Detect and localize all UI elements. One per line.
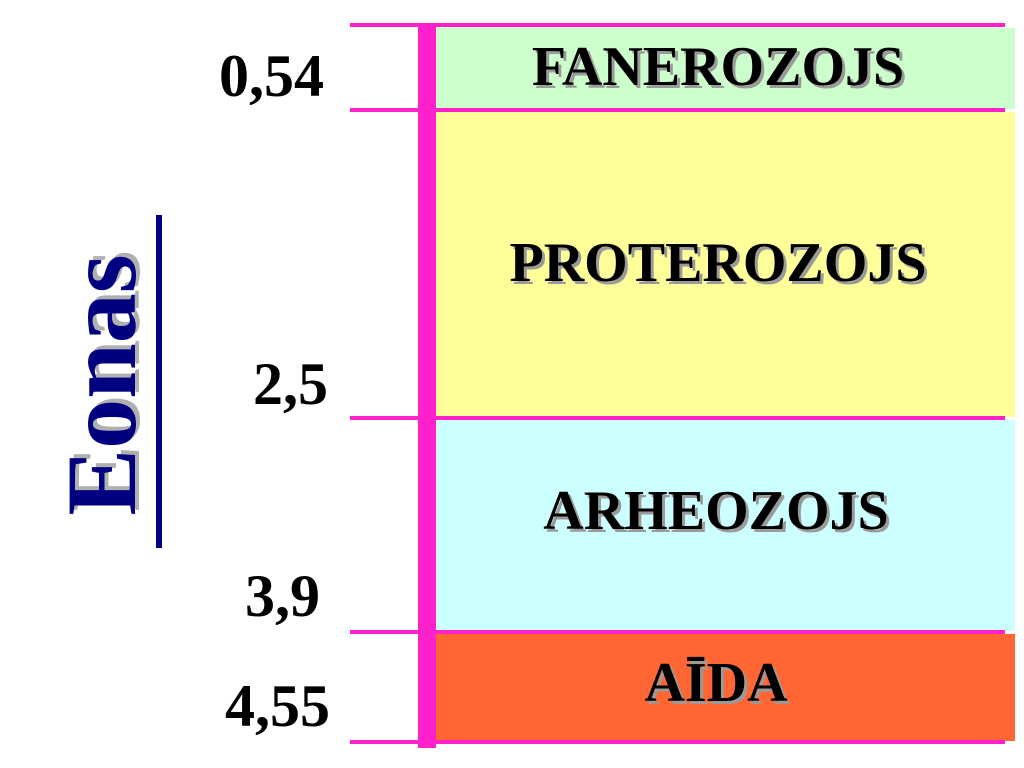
boundary-label: 0,54 <box>219 43 324 109</box>
eon-block <box>436 112 1015 417</box>
eon-label: FANEROZOJS <box>532 36 904 98</box>
time-axis <box>418 25 436 748</box>
eon-label: ARHEOZOJS <box>543 480 888 542</box>
eon-label: PROTEROZOJS <box>510 232 927 294</box>
eon-block <box>436 420 1015 631</box>
boundary-label: 2,5 <box>253 351 328 417</box>
title-underline <box>156 215 162 548</box>
boundary-label: 3,9 <box>245 563 320 629</box>
title: Eonas <box>46 254 157 515</box>
eon-block <box>436 634 1015 741</box>
eon-label: AĪDA <box>644 652 788 714</box>
eon-block <box>436 28 1015 109</box>
boundary-label: 4,55 <box>225 673 330 739</box>
